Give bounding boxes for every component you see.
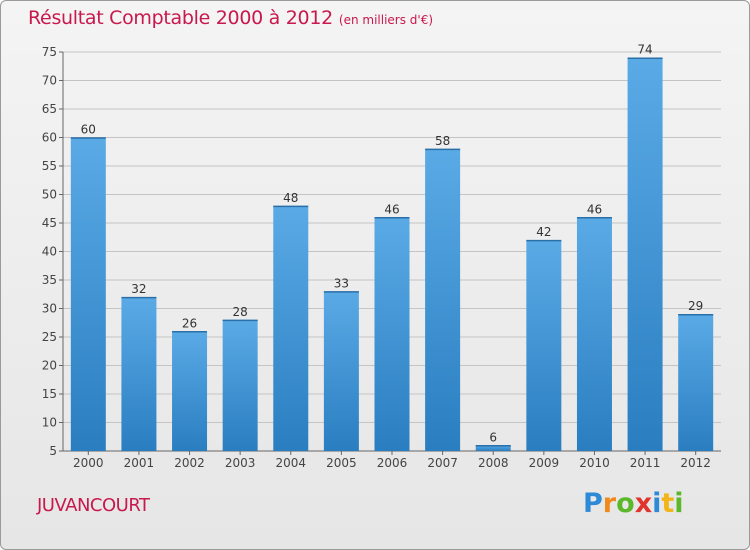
- value-label: 29: [688, 299, 703, 313]
- y-tick-label: 45: [42, 216, 57, 230]
- value-label: 58: [435, 134, 450, 148]
- logo-letter: r: [602, 488, 617, 519]
- y-tick-label: 25: [42, 330, 57, 344]
- value-labels: 60 32 26 28 48 33 46 58 6 42 46 74 29: [81, 43, 704, 445]
- x-tick-label: 2010: [579, 456, 610, 470]
- x-tick-label: 2009: [529, 456, 560, 470]
- x-tick-label: 2008: [478, 456, 509, 470]
- bars: [70, 57, 714, 451]
- logo-letter: o: [616, 488, 635, 519]
- chart-title-text: Résultat Comptable 2000 à 2012: [28, 7, 333, 29]
- bar: [526, 240, 562, 451]
- logo-letter: t: [661, 488, 675, 519]
- y-tick-label: 5: [49, 444, 57, 458]
- value-label: 28: [233, 305, 248, 319]
- y-tick-label: 35: [42, 273, 57, 287]
- x-tick-label: 2001: [124, 456, 155, 470]
- y-tick-label: 30: [42, 302, 57, 316]
- proxiti-logo: Proxiti: [583, 488, 684, 519]
- bar: [323, 291, 359, 451]
- x-tick-label: 2007: [427, 456, 458, 470]
- y-tick-label: 65: [42, 102, 57, 116]
- x-tick-label: 2005: [326, 456, 357, 470]
- y-tick-label: 10: [42, 416, 57, 430]
- value-label: 48: [283, 191, 298, 205]
- logo-letter: i: [652, 488, 662, 519]
- bar: [121, 297, 157, 451]
- value-label: 32: [131, 282, 146, 296]
- x-tick-label: 2000: [73, 456, 104, 470]
- x-tick-labels: 2000 2001 2002 2003 2004 2005 2006 2007 2008 2009…: [73, 456, 711, 470]
- value-label: 60: [81, 123, 96, 137]
- bar: [273, 205, 309, 451]
- bar: [70, 137, 106, 451]
- bar: [475, 445, 511, 451]
- y-tick-labels: 5 10 15 20 25 30 35 40 45 50 55 60 65 70 75: [42, 45, 57, 458]
- value-label: 42: [536, 225, 551, 239]
- y-tick-label: 55: [42, 159, 57, 173]
- x-tick-label: 2004: [275, 456, 306, 470]
- bar: [172, 331, 208, 451]
- logo-letter: P: [583, 488, 603, 519]
- value-label: 33: [334, 276, 349, 290]
- y-tick-label: 75: [42, 45, 57, 59]
- bar: [374, 217, 410, 451]
- y-tick-label: 60: [42, 131, 57, 145]
- bar: [576, 217, 612, 451]
- x-tick-label: 2006: [377, 456, 408, 470]
- commune-name: JUVANCOURT: [37, 495, 150, 516]
- x-tick-label: 2003: [225, 456, 256, 470]
- chart-title: Résultat Comptable 2000 à 2012 (en millie…: [28, 7, 433, 29]
- y-tick-label: 70: [42, 74, 57, 88]
- bar: [425, 148, 461, 451]
- value-label: 26: [182, 316, 197, 330]
- x-tick-label: 2011: [630, 456, 661, 470]
- x-tick-label: 2002: [174, 456, 205, 470]
- y-tick-label: 20: [42, 359, 57, 373]
- y-tick-label: 15: [42, 387, 57, 401]
- logo-letter: x: [634, 488, 653, 519]
- chart-subtitle: (en milliers d'€): [338, 13, 434, 27]
- y-tick-label: 40: [42, 245, 57, 259]
- bar: [627, 57, 663, 451]
- value-label: 46: [384, 202, 399, 216]
- value-label: 6: [489, 430, 497, 444]
- bar: [222, 319, 258, 451]
- bar: [678, 314, 714, 451]
- y-tick-label: 50: [42, 188, 57, 202]
- x-tick-label: 2012: [680, 456, 711, 470]
- value-label: 74: [637, 43, 652, 57]
- value-label: 46: [587, 202, 602, 216]
- logo-letter: i: [674, 488, 684, 519]
